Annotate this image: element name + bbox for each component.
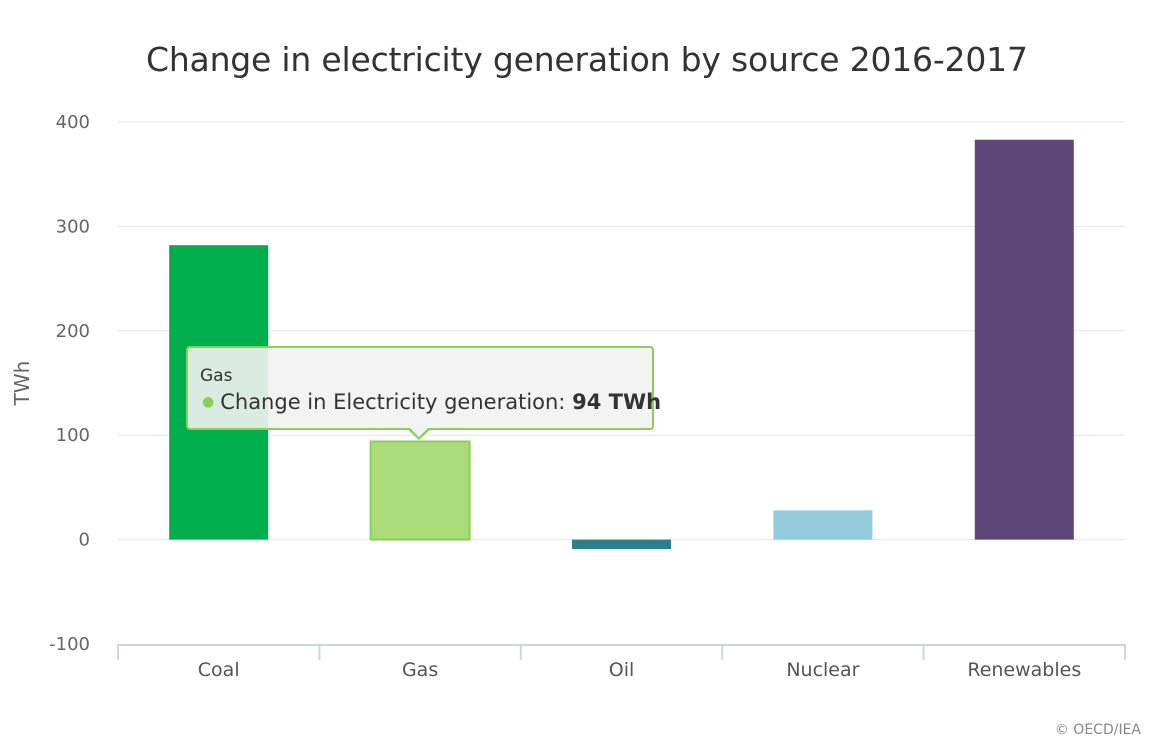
y-tick-label: 400 bbox=[56, 112, 90, 133]
tooltip: Gas ● Change in Electricity generation: 9… bbox=[186, 346, 661, 430]
x-tick-label: Gas bbox=[402, 659, 438, 681]
y-tick-label: 100 bbox=[56, 425, 90, 446]
tooltip-series-label: Change in Electricity generation: bbox=[220, 390, 566, 414]
x-tick-label: Coal bbox=[198, 659, 240, 681]
bar-gas bbox=[369, 440, 471, 541]
bar-nuclear bbox=[773, 510, 873, 540]
tooltip-arrow-fill bbox=[409, 427, 429, 437]
tooltip-category: Gas bbox=[200, 366, 233, 386]
x-tick-label: Nuclear bbox=[786, 659, 859, 681]
y-tick-label: 200 bbox=[56, 321, 90, 342]
tooltip-value: 94 TWh bbox=[572, 390, 662, 414]
y-axis-title: TWh bbox=[10, 361, 34, 407]
x-tick-label: Renewables bbox=[967, 659, 1081, 681]
bar-oil bbox=[572, 539, 671, 549]
tooltip-line: ● Change in Electricity generation: 94 TW… bbox=[202, 390, 661, 414]
x-tick-label: Oil bbox=[609, 659, 635, 681]
credit: © OECD/IEA bbox=[1054, 722, 1141, 738]
y-tick-label: 300 bbox=[56, 216, 90, 237]
bar-renewables bbox=[974, 139, 1074, 540]
y-tick-label: 0 bbox=[79, 530, 90, 551]
y-tick-label: -100 bbox=[49, 634, 90, 655]
chart-title: Change in electricity generation by sour… bbox=[146, 40, 1028, 79]
tooltip-series-dot-icon: ● bbox=[202, 394, 215, 410]
